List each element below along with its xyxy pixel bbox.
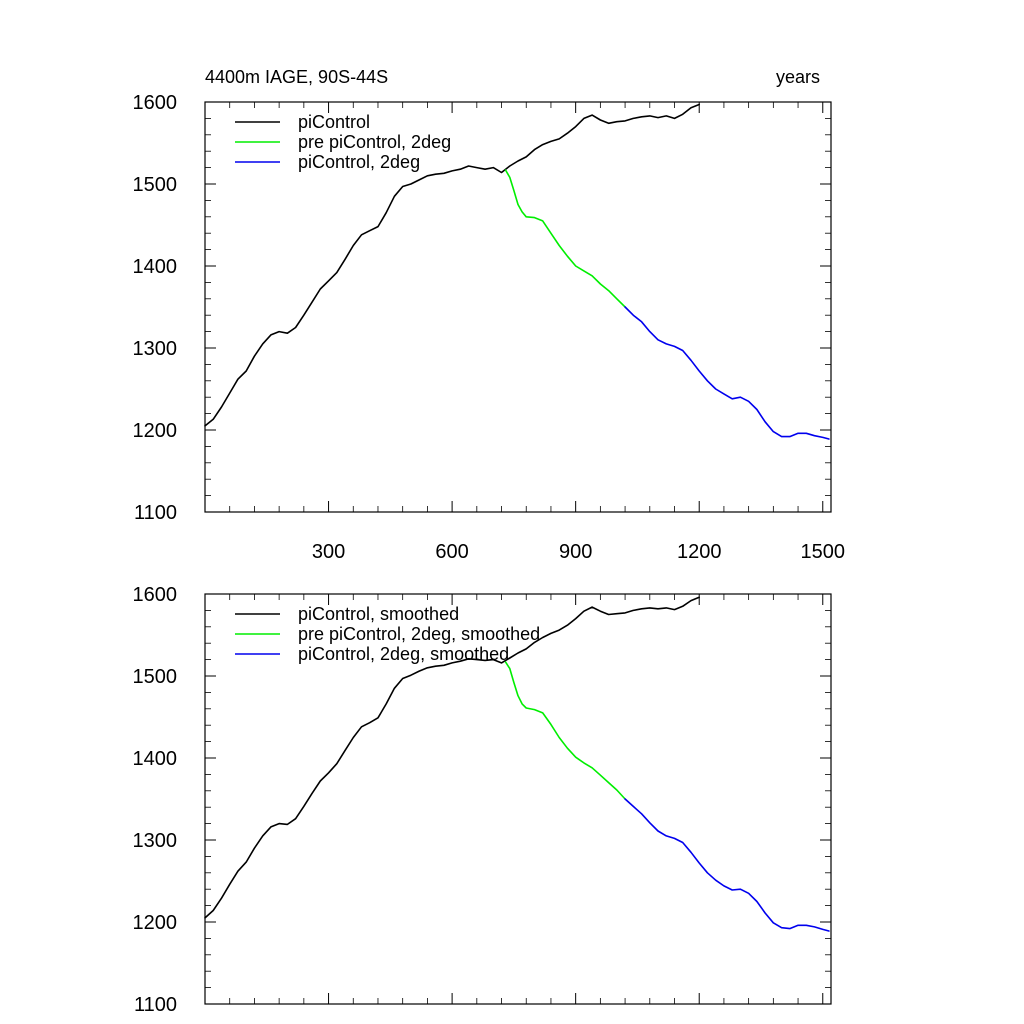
- legend-label-1: pre piControl, 2deg, smoothed: [298, 624, 540, 644]
- y-tick-label: 1600: [133, 92, 178, 114]
- y-tick-label: 1500: [133, 174, 178, 196]
- y-tick-label: 1400: [133, 748, 178, 770]
- series-line-1: [504, 169, 626, 308]
- y-tick-label: 1600: [133, 584, 178, 606]
- series-line-2: [624, 798, 830, 932]
- y-tick-label: 1500: [133, 666, 178, 688]
- chart-units: years: [776, 67, 820, 87]
- x-tick-label: 1200: [677, 541, 722, 563]
- x-tick-label: 600: [435, 541, 468, 563]
- plot-frame: [204, 593, 832, 1005]
- y-tick-label: 1400: [133, 256, 178, 278]
- y-tick-label: 1100: [134, 994, 177, 1016]
- y-tick-label: 1100: [134, 502, 177, 524]
- chart-title: 4400m IAGE, 90S-44S: [205, 67, 388, 87]
- y-tick-label: 1300: [133, 338, 178, 360]
- series-line-0: [204, 103, 700, 427]
- legend-label-1: pre piControl, 2deg: [298, 132, 451, 152]
- plot-panel-smoothed: 1100 1200 1300 1400 1500 1600 piControl, smoot…: [133, 584, 832, 1016]
- plot-frame: [204, 101, 832, 513]
- plot-panel-raw: 1100 1200 1300 1400 1500 1600 300 600 900 1200 150…: [133, 92, 846, 563]
- legend-label-0: piControl, smoothed: [298, 604, 459, 624]
- legend-label-2: piControl, 2deg: [298, 152, 420, 172]
- series-line-1: [504, 661, 626, 800]
- legend-label-2: piControl, 2deg, smoothed: [298, 644, 509, 664]
- x-tick-label: 300: [312, 541, 345, 563]
- x-tick-label: 1500: [801, 541, 846, 563]
- y-tick-label: 1300: [133, 830, 178, 852]
- series-line-0: [204, 596, 700, 919]
- y-tick-label: 1200: [133, 420, 178, 442]
- legend-label-0: piControl: [298, 112, 370, 132]
- x-tick-label: 900: [559, 541, 592, 563]
- series-line-2: [624, 306, 830, 440]
- y-tick-label: 1200: [133, 912, 178, 934]
